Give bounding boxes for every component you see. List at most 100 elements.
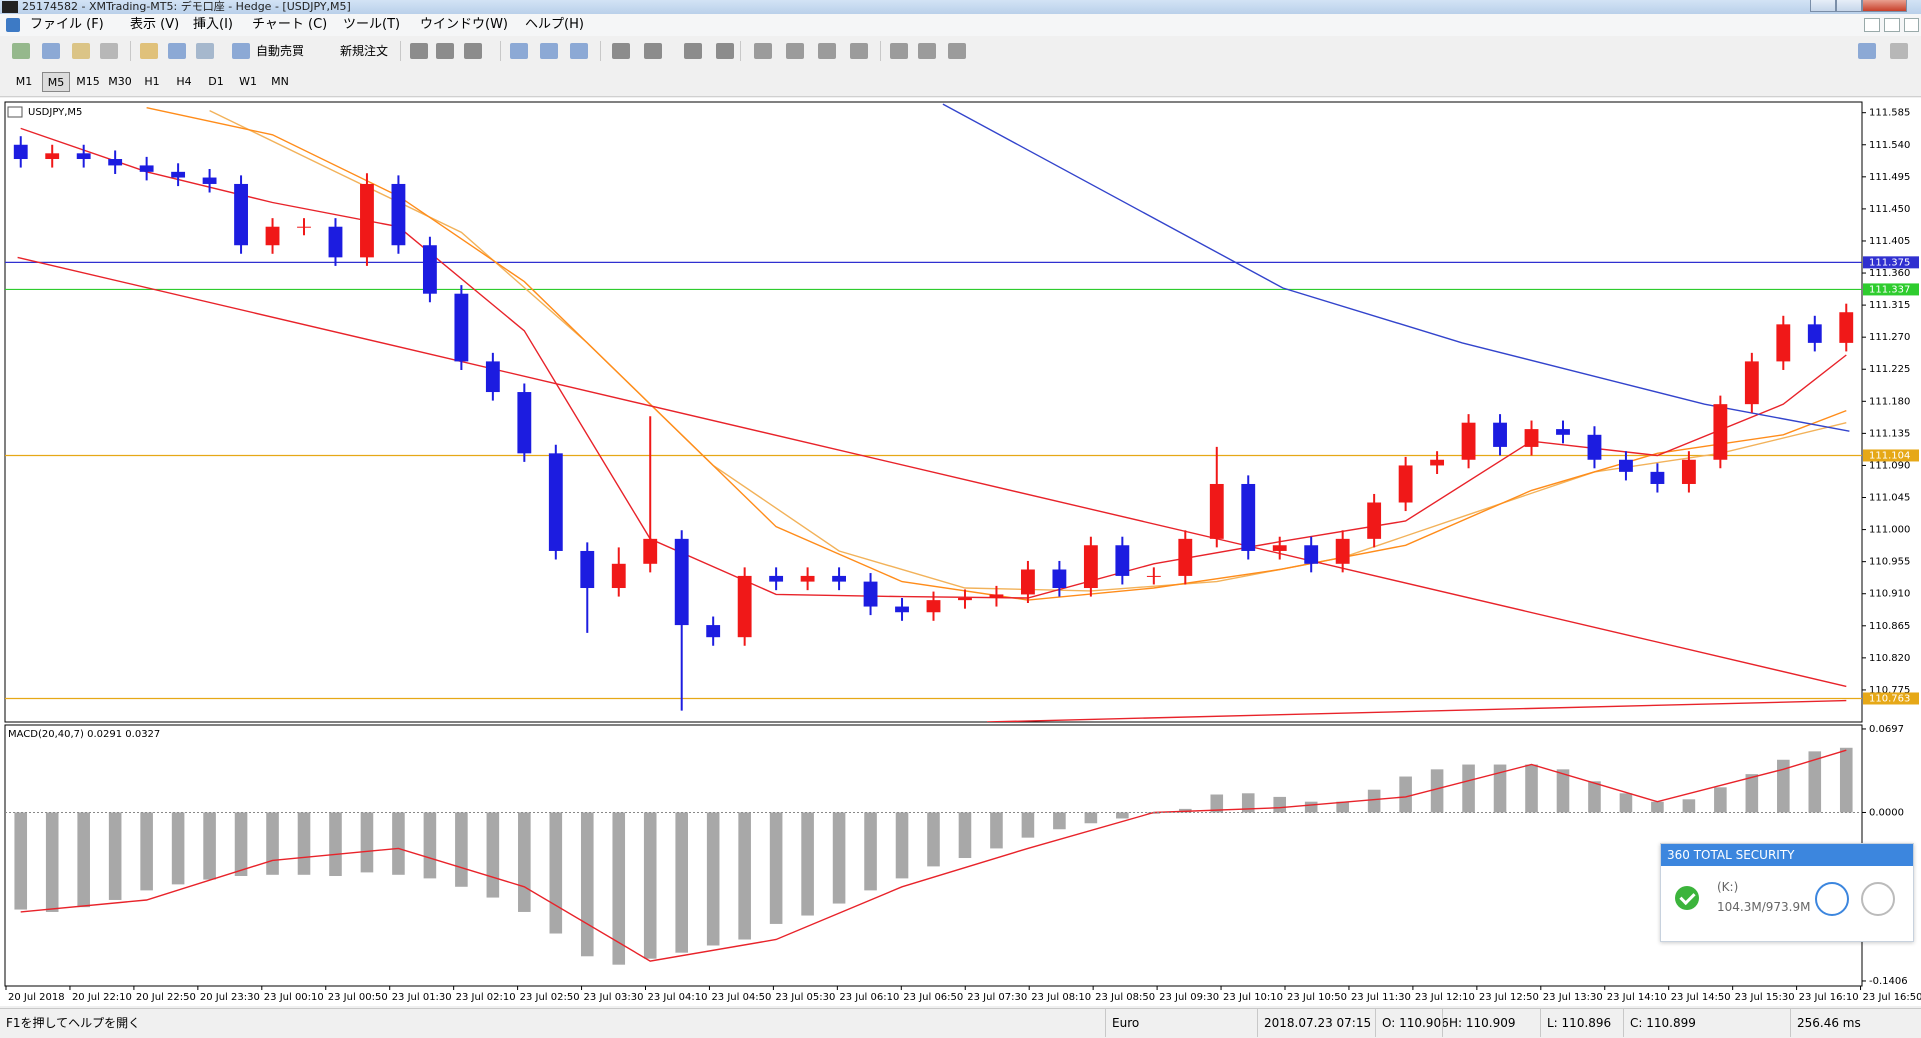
macd-bar (1336, 801, 1349, 813)
close-button[interactable] (1862, 0, 1907, 12)
toolbar-icon[interactable] (818, 43, 836, 59)
toolbar-icon[interactable] (716, 43, 734, 59)
macd-bar (1588, 781, 1601, 813)
candle-body (1335, 538, 1350, 564)
toolbar-icon[interactable] (232, 43, 250, 59)
macd-bar (455, 812, 468, 887)
level-label: 110.763 (1869, 693, 1910, 704)
level-label-bg (1863, 692, 1919, 705)
candle-body (1398, 465, 1413, 503)
toolbar-icon[interactable] (644, 43, 662, 59)
timeframe-button[interactable]: M15 (76, 75, 100, 88)
toolbar-icon[interactable] (196, 43, 214, 59)
x-tick-label: 23 Jul 10:10 (1223, 992, 1283, 1003)
timeframe-button[interactable]: M5 (42, 72, 70, 92)
toolbar-icon[interactable] (42, 43, 60, 59)
x-tick-label: 20 Jul 2018 (8, 992, 65, 1003)
candle-body (769, 575, 784, 582)
status-item: C: 110.899 (1623, 1009, 1696, 1037)
candle-body (454, 293, 469, 362)
toolbar-icon[interactable] (140, 43, 158, 59)
candle-body (485, 361, 500, 393)
macd-bar (266, 812, 279, 875)
menu-item[interactable]: 表示 (V) (130, 17, 180, 32)
y-tick-label: 111.585 (1869, 108, 1910, 119)
x-tick-label: 20 Jul 22:50 (136, 992, 196, 1003)
candle-body (1241, 483, 1256, 551)
macd-bar (1241, 793, 1255, 813)
eject-button[interactable] (1861, 882, 1895, 916)
toolbar-icon[interactable] (168, 43, 186, 59)
mdi-minimize[interactable] (1864, 18, 1880, 32)
candle-body (706, 625, 721, 638)
macd-bar (832, 812, 846, 904)
drive-usage: 104.3M/973.9M (1717, 900, 1811, 914)
indicator-line (17, 256, 1847, 688)
toolbar-icon[interactable] (410, 43, 428, 59)
symbol-label: USDJPY,M5 (28, 107, 82, 118)
x-tick-label: 23 Jul 10:50 (1287, 992, 1347, 1003)
toolbar-button[interactable]: 自動売買 (256, 44, 305, 58)
toolbar-icon[interactable] (570, 43, 588, 59)
indicator-line (942, 103, 1850, 432)
toolbar-separator (130, 41, 131, 61)
toolbar-icon[interactable] (12, 43, 30, 59)
macd-label: MACD(20,40,7) 0.0291 0.0327 (8, 729, 160, 740)
toolbar-icon[interactable] (540, 43, 558, 59)
x-tick-label: 20 Jul 23:30 (200, 992, 260, 1003)
toolbar-icon[interactable] (684, 43, 702, 59)
toolbar-icon[interactable] (786, 43, 804, 59)
toolbar-icon[interactable] (1858, 43, 1876, 59)
x-tick-label: 23 Jul 16:50 (1863, 992, 1921, 1003)
menu-item[interactable]: ウインドウ(W) (420, 17, 508, 32)
candle-body (1713, 404, 1728, 460)
toolbar-icon[interactable] (436, 43, 454, 59)
timeframe-button[interactable]: M30 (108, 75, 132, 88)
menu-item[interactable]: ツール(T) (343, 17, 401, 32)
toolbar-icon[interactable] (918, 43, 936, 59)
candle-body (1146, 575, 1161, 577)
toolbar-icon[interactable] (612, 43, 630, 59)
candle-body (611, 563, 626, 589)
macd-bar (423, 812, 437, 879)
candle-body (265, 226, 280, 246)
candle-body (548, 453, 563, 551)
mdi-restore[interactable] (1884, 18, 1900, 32)
timeframe-button[interactable]: W1 (239, 75, 257, 88)
toolbar-icon[interactable] (72, 43, 90, 59)
candle-body (1744, 361, 1759, 405)
macd-bar (1619, 793, 1633, 813)
toolbar-icon[interactable] (754, 43, 772, 59)
menu-item[interactable]: 挿入(I) (193, 17, 233, 32)
macd-bar (1808, 751, 1822, 813)
toolbar-icon[interactable] (850, 43, 868, 59)
menu-item[interactable]: ヘルプ(H) (525, 17, 584, 32)
maximize-button[interactable] (1836, 0, 1862, 12)
toolbar-icon[interactable] (948, 43, 966, 59)
toolbar-icon[interactable] (510, 43, 528, 59)
candle-body (1776, 324, 1791, 362)
candle-body (926, 600, 941, 613)
candle-body (1556, 429, 1570, 435)
toolbar-icon[interactable] (890, 43, 908, 59)
macd-bar (612, 812, 626, 965)
toolbar-button[interactable]: 新規注文 (340, 44, 389, 58)
macd-bar (643, 812, 657, 959)
candle-body (422, 245, 437, 294)
menu-item[interactable]: チャート (C) (252, 17, 328, 32)
x-tick-label: 23 Jul 04:10 (648, 992, 708, 1003)
toolbar-icon[interactable] (1890, 43, 1908, 59)
x-tick-label: 23 Jul 09:30 (1159, 992, 1219, 1003)
toolbar-icon[interactable] (100, 43, 118, 59)
timeframe-button[interactable]: M1 (15, 75, 33, 88)
timeframe-button[interactable]: H4 (176, 75, 192, 88)
minimize-button[interactable] (1810, 0, 1836, 12)
open-folder-button[interactable] (1815, 882, 1849, 916)
timeframe-button[interactable]: MN (271, 75, 289, 88)
timeframe-bar: M1 M5 M15 M30 H1 H4 D1 W1 MN (0, 66, 1921, 97)
menu-item[interactable]: ファイル (F) (30, 17, 104, 32)
timeframe-button[interactable]: D1 (208, 75, 224, 88)
toolbar-icon[interactable] (464, 43, 482, 59)
timeframe-button[interactable]: H1 (144, 75, 160, 88)
mdi-close[interactable] (1904, 18, 1919, 32)
